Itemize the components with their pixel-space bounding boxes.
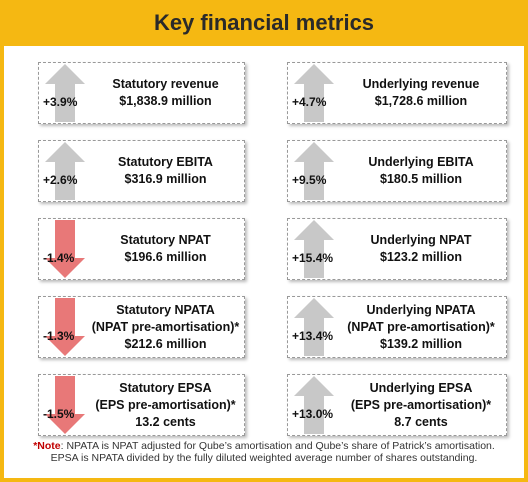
metric-label: Underlying EPSA [369,380,473,395]
metric-text: Statutory EBITA $316.9 million [91,141,240,201]
arrow [45,220,85,278]
metric-card: -1.3% Statutory NPATA (NPAT pre-amortisati… [38,296,245,358]
arrow [45,376,85,434]
metric-card: +3.9% Statutory revenue $1,838.9 million [38,62,245,124]
metric-value: $139.2 million [380,336,462,351]
arrow-icon [294,64,334,122]
arrow [294,220,334,278]
metric-label: (NPAT pre-amortisation)* [91,319,240,334]
metric-label: Statutory NPAT [120,233,211,247]
metric-text: Statutory revenue $1,838.9 million [91,63,240,123]
arrow-icon [294,142,334,200]
arrow [45,64,85,122]
metric-card: +2.6% Statutory EBITA $316.9 million [38,140,245,202]
metric-label: Underlying NPAT [370,233,472,247]
arrow-icon [45,64,85,122]
change: -1.5% [43,407,75,421]
note-label: *Note [33,440,61,452]
arrow-icon [45,142,85,200]
metric-value: $212.6 million [124,336,207,351]
metric-label: Underlying EBITA [368,155,474,169]
metric-text: Underlying EBITA $180.5 million [340,141,502,201]
change: +15.4% [292,251,334,265]
metric-label: (EPS pre-amortisation)* [350,397,492,412]
metric-label: Statutory EPSA [119,380,212,395]
change: +4.7% [292,95,327,109]
metric-text: Underlying revenue $1,728.6 million [340,63,502,123]
note-line: EPSA is NPATA divided by the fully dilut… [50,452,478,464]
metric-label: Statutory revenue [112,77,219,91]
metric-label: (NPAT pre-amortisation)* [347,319,495,334]
change: +3.9% [43,95,78,109]
metric-text: Underlying NPATA (NPAT pre-amortisation)*… [340,297,502,357]
arrow-icon [294,298,334,356]
change: +13.4% [292,329,334,343]
arrow [294,142,334,200]
arrow-icon [294,376,334,434]
change: -1.4% [43,251,75,265]
metric-value: 13.2 cents [135,414,196,429]
metric-value: $1,838.9 million [119,94,212,108]
metric-text: Underlying EPSA (EPS pre-amortisation)* 8.… [340,375,502,435]
arrow [45,298,85,356]
metric-card: +13.4% Underlying NPATA (NPAT pre-amortisa… [287,296,507,358]
note-line: : NPATA is NPAT adjusted for Qube’s amor… [60,440,495,452]
arrow-icon [45,220,85,278]
metric-card: +4.7% Underlying revenue $1,728.6 million [287,62,507,124]
metric-label: Statutory EBITA [118,155,213,169]
metric-text: Statutory NPATA (NPAT pre-amortisation)* $… [91,297,240,357]
metric-card: -1.5% Statutory EPSA (EPS pre-amortisation… [38,374,245,436]
arrow [294,376,334,434]
metric-label: (EPS pre-amortisation)* [95,397,236,412]
metric-card: +15.4% Underlying NPAT $123.2 million [287,218,507,280]
metric-value: $123.2 million [380,250,462,264]
metric-value: $316.9 million [124,172,207,186]
metric-value: 8.7 cents [394,414,448,429]
arrow-icon [294,220,334,278]
metric-text: Statutory NPAT $196.6 million [91,219,240,279]
metric-card: +9.5% Underlying EBITA $180.5 million [287,140,507,202]
arrow [294,298,334,356]
metric-label: Underlying revenue [362,77,480,91]
metric-text: Statutory EPSA (EPS pre-amortisation)* 13.… [91,375,240,435]
change: +2.6% [43,173,78,187]
arrow [294,64,334,122]
title: Key financial metrics [153,10,375,35]
change: +9.5% [292,173,327,187]
metric-text: Underlying NPAT $123.2 million [340,219,502,279]
metric-value: $196.6 million [124,250,207,264]
metric-label: Underlying NPATA [366,302,476,317]
arrow-icon [45,376,85,434]
arrow-icon [45,298,85,356]
change: +13.0% [292,407,334,421]
note: *Note: NPATA is NPAT adjusted for Qube’s… [0,440,528,464]
metric-value: $180.5 million [380,172,462,186]
metric-card: -1.4% Statutory NPAT $196.6 million [38,218,245,280]
metric-card: +13.0% Underlying EPSA (EPS pre-amortisati… [287,374,507,436]
change: -1.3% [43,329,75,343]
arrow [45,142,85,200]
metric-label: Statutory NPATA [116,302,215,317]
metric-value: $1,728.6 million [374,94,468,108]
